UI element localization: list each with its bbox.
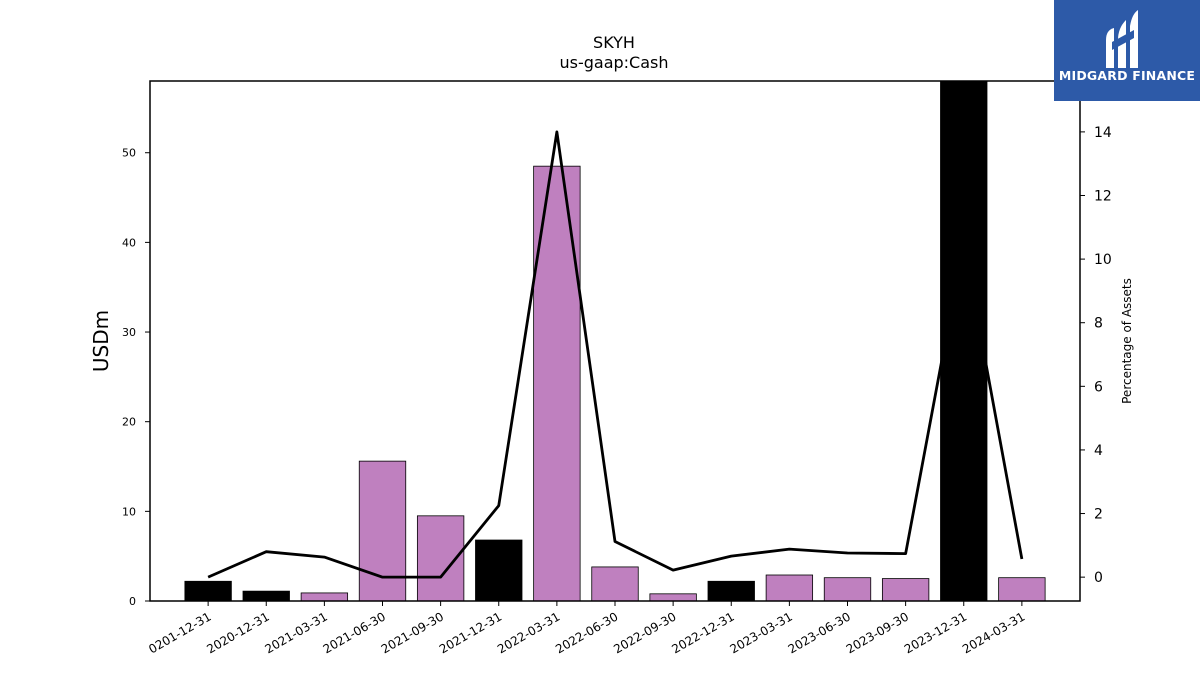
y-axis-label: USDm — [89, 310, 113, 372]
x-tick-label: 2023-09-30 — [844, 609, 911, 656]
y2-tick-label: 8 — [1094, 316, 1103, 332]
x-tick-label: 2021-03-31 — [262, 609, 329, 656]
y-tick-label: 30 — [122, 326, 136, 339]
y2-tick-label: 0 — [1094, 570, 1103, 586]
x-tick-label: 2023-03-31 — [727, 609, 794, 656]
y2-tick-label: 10 — [1094, 252, 1112, 268]
x-tick-label: 2020-12-31 — [204, 609, 271, 656]
chart-subtitle: us-gaap:Cash — [559, 53, 668, 72]
bar — [765, 574, 814, 602]
y2-tick-label: 12 — [1094, 188, 1112, 204]
bar — [940, 80, 988, 602]
x-tick-label: 2022-12-31 — [669, 609, 736, 656]
brand-name: MIDGARD FINANCE — [1058, 68, 1196, 83]
x-tick-label: 0201-12-31 — [146, 609, 213, 656]
chart-title: SKYH — [593, 33, 635, 52]
x-tick-label: 2021-12-31 — [437, 609, 504, 656]
y-tick-label: 40 — [122, 236, 136, 249]
y2-axis-label: Percentage of Assets — [1120, 278, 1134, 404]
bar — [242, 590, 290, 602]
x-tick-label: 2021-06-30 — [321, 609, 388, 656]
y-tick-label: 20 — [122, 416, 136, 429]
x-tick-label: 2021-09-30 — [379, 609, 446, 656]
y2-tick-label: 4 — [1094, 443, 1103, 459]
y2-tick-label: 14 — [1094, 125, 1112, 141]
bar — [823, 577, 872, 602]
bar — [881, 578, 930, 602]
x-tick-label: 2022-06-30 — [553, 609, 620, 656]
percentage-line — [207, 130, 1024, 579]
y2-tick-label: 6 — [1094, 379, 1103, 395]
bar — [475, 539, 523, 602]
x-tick-label: 2022-09-30 — [611, 609, 678, 656]
y2-tick-label: 2 — [1094, 507, 1103, 523]
brand-logo: MIDGARD FINANCE — [1054, 0, 1200, 101]
y-tick-label: 50 — [122, 147, 136, 160]
x-tick-label: 2024-03-31 — [960, 609, 1027, 656]
logo-mark-icon — [1106, 10, 1138, 68]
bar — [998, 577, 1046, 602]
bar — [707, 580, 755, 602]
bar — [358, 460, 407, 602]
y-tick-label: 0 — [129, 595, 136, 608]
bar-series — [184, 80, 1046, 602]
x-tick-label: 2023-06-30 — [786, 609, 853, 656]
bar — [300, 592, 349, 602]
x-tick-label: 2022-03-31 — [495, 609, 562, 656]
bar — [591, 566, 639, 602]
y-tick-label: 10 — [122, 505, 136, 518]
x-tick-label: 2023-12-31 — [902, 609, 969, 656]
bar — [184, 580, 232, 602]
line-series — [207, 130, 1024, 579]
bar — [649, 593, 697, 602]
